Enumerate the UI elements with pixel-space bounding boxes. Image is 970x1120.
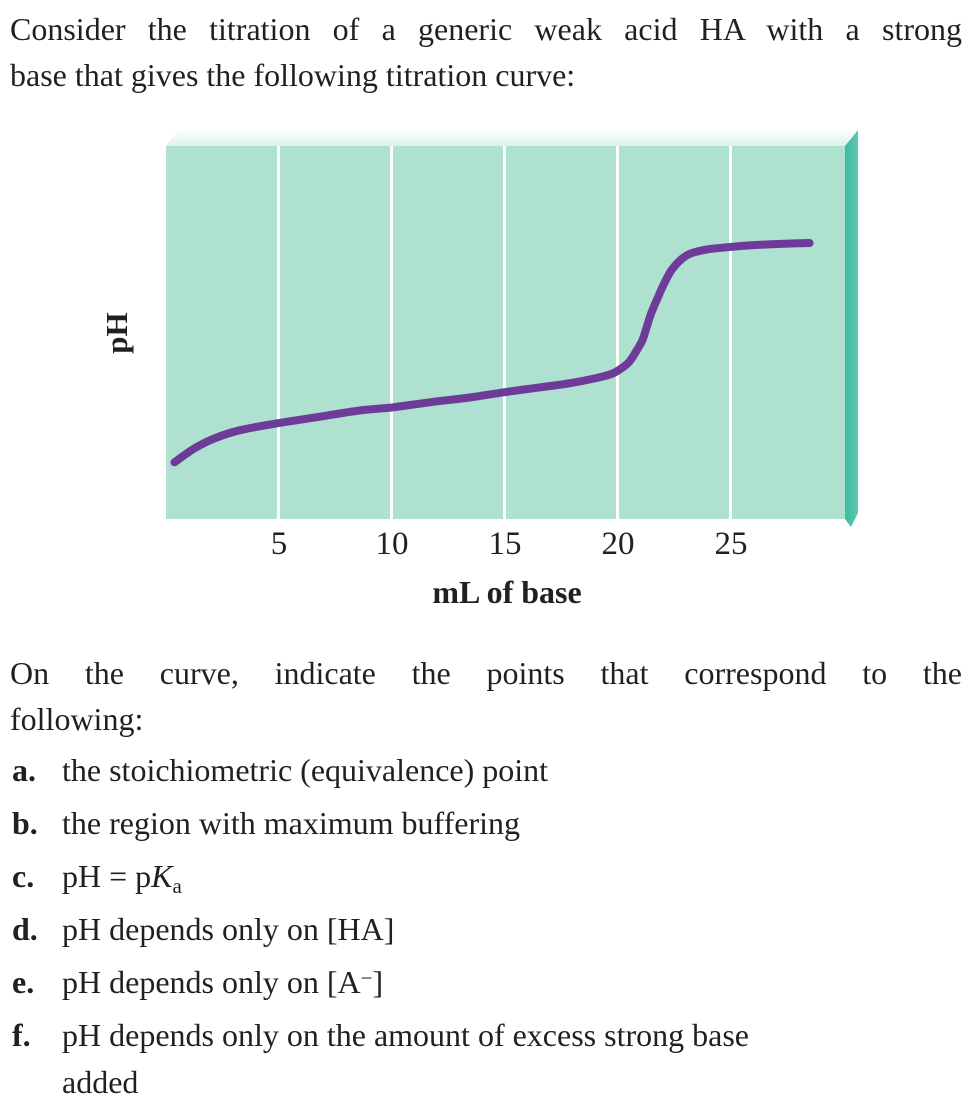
item-text: pH depends only on the amount of excess …: [62, 1018, 958, 1100]
item-text: pH depends only on [A−]: [62, 964, 384, 1000]
list-item-e: e. pH depends only on [A−]: [12, 965, 958, 1000]
x-axis-label: mL of base: [432, 574, 582, 610]
list-item-b: b. the region with maximum buffering: [12, 806, 958, 841]
list-item-c: c. pH = pKa: [12, 858, 958, 898]
slab-right-edge: [845, 130, 858, 527]
intro-paragraph: Consider the titration of a generic weak…: [10, 6, 962, 98]
list-item-d: d. pH depends only on [HA]: [12, 912, 958, 947]
item-text: pH depends only on [HA]: [62, 911, 395, 947]
list-item-f: f. pH depends only on the amount of exce…: [12, 1018, 958, 1100]
pka-symbol: K: [151, 858, 173, 894]
prompt-line-1: On the curve, indicate the points that c…: [10, 655, 962, 691]
prompt-line-2: following:: [10, 701, 144, 737]
x-tick-15: 15: [488, 526, 522, 562]
x-tick-25: 25: [714, 526, 748, 562]
item-letter: e.: [12, 964, 35, 1000]
question-list: a. the stoichiometric (equivalence) poin…: [12, 753, 958, 1118]
item-letter: d.: [12, 911, 38, 947]
y-axis-label: pH: [99, 312, 134, 354]
titration-curve: [170, 239, 814, 467]
item-text: the stoichiometric (equivalence) point: [62, 752, 549, 788]
intro-line-2: base that gives the following titration …: [10, 57, 576, 93]
x-tick-10: 10: [375, 526, 409, 562]
item-letter: a.: [12, 752, 36, 788]
pka-subscript: a: [172, 874, 182, 898]
x-tick-20: 20: [601, 526, 635, 562]
list-item-a: a. the stoichiometric (equivalence) poin…: [12, 753, 958, 788]
intro-line-1: Consider the titration of a generic weak…: [10, 11, 962, 47]
item-text: the region with maximum buffering: [62, 805, 520, 841]
item-letter: b.: [12, 805, 38, 841]
item-letter: c.: [12, 858, 35, 894]
item-f-line-1: pH depends only on the amount of excess …: [62, 1017, 749, 1053]
item-f-line-2: added: [62, 1064, 139, 1100]
x-tick-5: 5: [270, 526, 288, 562]
item-text: pH = pKa: [62, 858, 182, 898]
titration-chart-canvas: [166, 129, 858, 527]
item-letter: f.: [12, 1017, 31, 1053]
prompt-paragraph: On the curve, indicate the points that c…: [10, 650, 962, 742]
slab-top-bevel: [166, 129, 858, 146]
anion-superscript: −: [360, 966, 373, 990]
